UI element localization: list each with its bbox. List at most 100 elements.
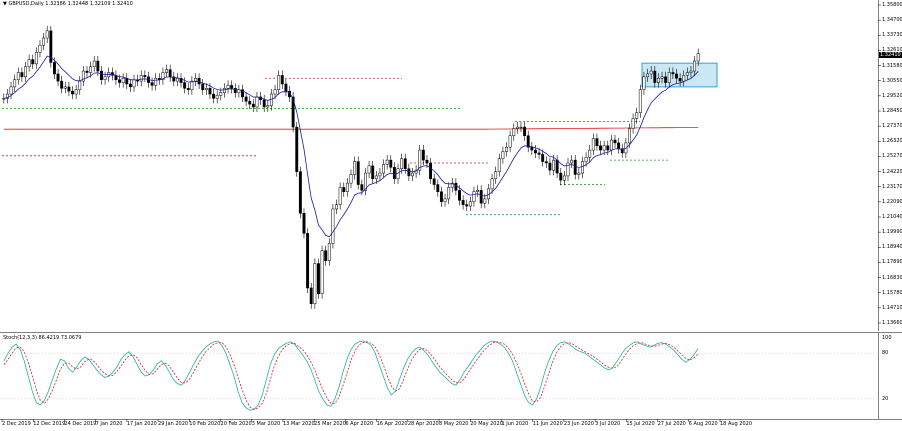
candle-body	[212, 93, 216, 99]
candle-body	[81, 70, 85, 82]
candle-body	[494, 171, 498, 180]
candle-body	[374, 175, 378, 180]
date-tick-label: 17 Jan 2020	[126, 421, 157, 427]
candle-body	[251, 103, 255, 108]
chart-header: ▼ GBPUSD,Daily 1.32386 1.32448 1.32109 1…	[3, 1, 133, 7]
candle-body	[154, 78, 158, 86]
candle-body	[526, 135, 530, 148]
candle-body	[562, 175, 566, 181]
oscillator-tick-label: 80	[882, 350, 889, 357]
candle-body	[9, 86, 13, 95]
candle-body	[382, 164, 385, 174]
candle-body	[678, 78, 682, 82]
candle-body	[161, 72, 165, 80]
oscillator-tick-label: 20	[882, 395, 889, 402]
candle-body	[92, 60, 96, 68]
candle-body	[42, 37, 46, 46]
candle-body	[403, 158, 407, 169]
dropdown-arrow-icon[interactable]: ▼	[3, 1, 7, 7]
price-tick-label: 1.13660	[882, 320, 902, 326]
candle-body	[385, 159, 389, 165]
candle-body	[461, 200, 465, 205]
candle-body	[407, 168, 411, 177]
date-tick-label: 6 Aug 2020	[688, 421, 718, 427]
candle-body	[649, 70, 653, 75]
price-tick-label: 1.29520	[882, 92, 902, 99]
stochastic-header: Stoch(12,3,3) 86.4219 73.0679	[3, 335, 82, 341]
candle-body	[360, 184, 364, 191]
candle-body	[606, 145, 610, 151]
price-tick-label: 1.19990	[882, 229, 902, 236]
candle-body	[570, 159, 574, 164]
price-tick-label: 1.35800	[882, 2, 902, 8]
candle-body	[24, 66, 27, 78]
date-tick-label: 3 Jul 2020	[595, 421, 621, 427]
candle-body	[458, 190, 461, 201]
date-tick-label: 13 Mar 2020	[282, 421, 315, 427]
candle-body	[530, 146, 534, 151]
candle-body	[20, 72, 24, 78]
candle-body	[100, 70, 103, 80]
candle-body	[609, 139, 613, 151]
candle-body	[544, 161, 548, 164]
candle-body	[125, 78, 129, 85]
candle-body	[667, 72, 671, 83]
oscillator-tick-label: 100	[882, 335, 892, 341]
candle-body	[656, 78, 660, 83]
candle-body	[183, 82, 187, 89]
price-tick-label: 1.27370	[882, 123, 902, 130]
candle-body	[439, 191, 443, 203]
candle-body	[454, 182, 458, 191]
candle-body	[52, 62, 56, 75]
date-tick-label: 3 Mar 2020	[251, 421, 281, 427]
candle-body	[436, 184, 440, 192]
candle-body	[197, 78, 201, 85]
candle-body	[519, 126, 523, 129]
candle-body	[284, 83, 288, 92]
candle-body	[222, 88, 226, 93]
candle-body	[631, 118, 635, 129]
candle-body	[179, 78, 183, 83]
candle-body	[291, 96, 295, 128]
candle-body	[320, 250, 324, 294]
candle-body	[682, 75, 686, 82]
date-tick-label: 7 Jan 2020	[95, 421, 123, 427]
date-tick-label: 6 Apr 2020	[345, 421, 374, 427]
date-tick-label: 24 Dec 2019	[64, 421, 97, 427]
candle-body	[56, 73, 60, 82]
date-tick-label: 27 Jul 2020	[657, 421, 686, 427]
candle-body	[60, 80, 64, 89]
candle-body	[577, 172, 581, 175]
candle-body	[512, 128, 516, 136]
date-tick-label: 20 May 2020	[470, 421, 503, 427]
candle-body	[635, 112, 639, 119]
candle-body	[266, 105, 270, 108]
candle-body	[628, 128, 631, 144]
candle-body	[548, 162, 552, 171]
candle-body	[476, 190, 480, 192]
price-tick-label: 1.25270	[882, 153, 902, 160]
candle-body	[5, 93, 9, 99]
candle-body	[78, 80, 82, 90]
candle-body	[566, 162, 570, 177]
current-price-tag: 1.32410	[879, 52, 902, 58]
candle-body	[696, 53, 700, 62]
candle-body	[537, 152, 541, 155]
date-tick-label: 12 Dec 2019	[33, 421, 66, 427]
candle-body	[429, 162, 433, 180]
candle-body	[335, 204, 338, 210]
price-chart-pane[interactable]	[0, 0, 878, 331]
candle-body	[443, 198, 447, 203]
oscillator-axis	[878, 332, 902, 420]
candle-body	[411, 172, 414, 177]
candle-body	[364, 172, 367, 191]
candle-body	[508, 135, 512, 148]
candle-body	[327, 243, 331, 261]
candle-body	[501, 151, 505, 159]
date-tick-label: 29 Jan 2020	[158, 421, 189, 427]
date-tick-label: 8 May 2020	[439, 421, 469, 427]
candle-body	[324, 250, 328, 261]
candle-body	[599, 145, 602, 151]
candle-body	[497, 158, 501, 172]
candle-body	[660, 76, 664, 79]
